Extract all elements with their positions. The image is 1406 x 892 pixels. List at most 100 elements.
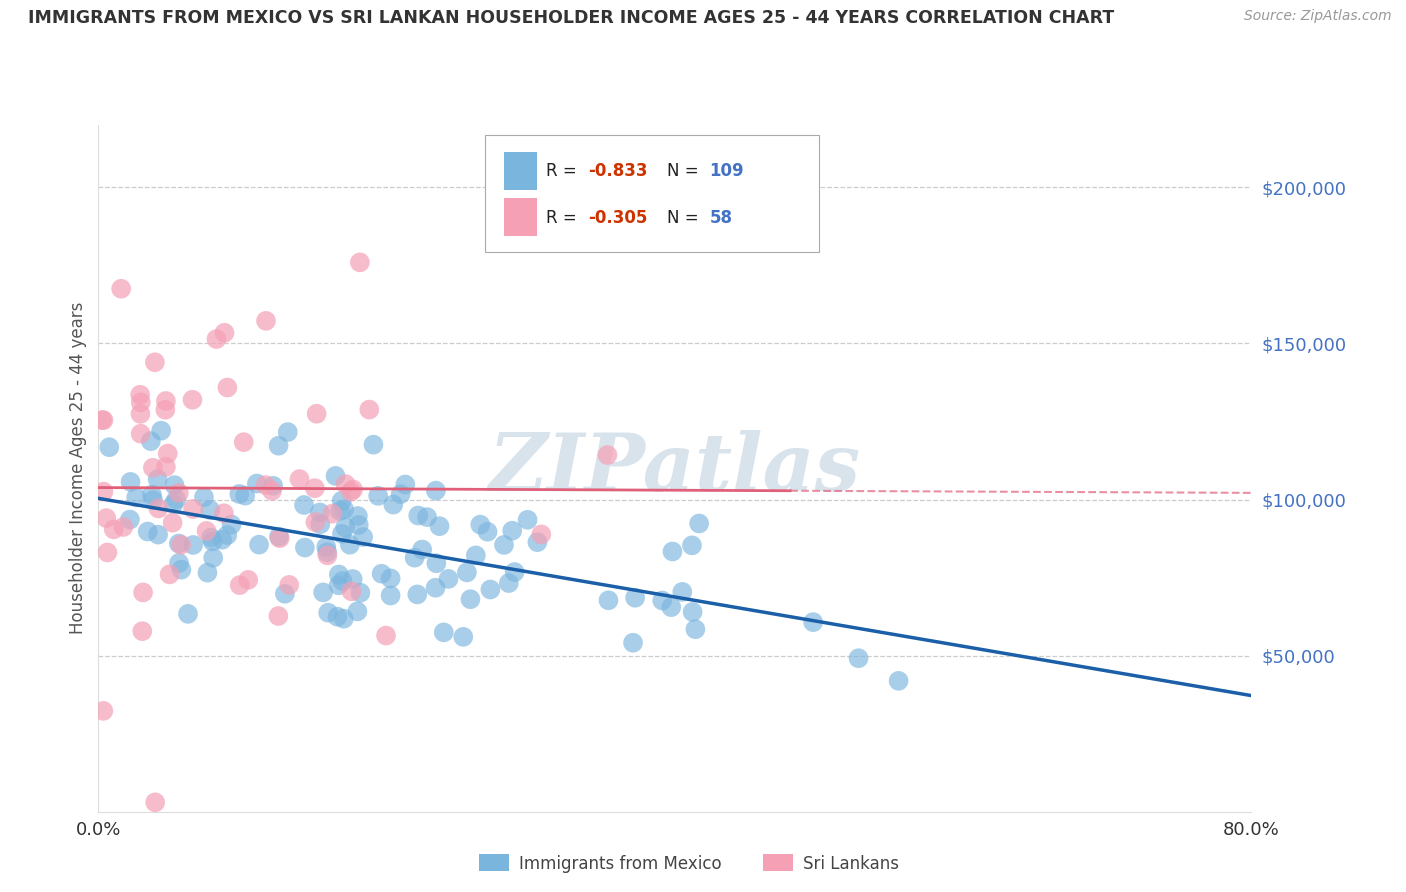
Point [294,541,316,555]
Point [349,585,371,599]
Point [142,460,165,475]
Point [315,540,337,554]
Text: ZIPatlas: ZIPatlas [489,430,860,507]
Point [380,571,402,585]
Point [246,476,269,491]
Point [96,511,118,525]
Point [238,573,260,587]
Point [370,566,392,581]
Point [221,517,243,532]
Point [425,483,447,498]
Point [389,487,412,501]
Point [201,534,224,549]
Point [228,487,250,501]
Point [120,475,142,489]
Point [214,326,236,340]
Point [326,609,349,624]
Point [167,556,190,570]
Point [406,587,429,601]
Point [501,524,523,538]
Point [155,459,177,474]
Point [143,355,166,369]
Point [129,426,152,441]
Point [91,704,114,718]
Point [110,282,132,296]
Point [165,492,187,507]
Point [503,565,526,579]
Point [661,544,683,558]
Point [288,472,311,486]
Point [118,512,141,526]
Point [103,522,125,536]
Point [181,538,204,552]
Point [167,486,190,500]
Point [685,622,707,636]
Point [411,542,433,557]
Point [229,578,252,592]
Point [247,538,270,552]
Point [429,519,451,533]
Point [329,504,352,518]
Point [848,651,870,665]
Point [136,524,159,539]
Point [96,545,118,559]
Text: N =: N = [666,209,703,227]
Point [269,531,291,545]
Point [278,578,301,592]
Point [211,533,233,547]
Point [340,584,363,599]
Point [91,413,114,427]
Point [328,567,350,582]
Point [325,469,347,483]
Point [335,477,357,491]
Point [624,591,647,605]
Point [143,796,166,810]
Point [309,517,332,532]
Point [277,425,299,439]
Point [139,434,162,449]
Point [659,600,682,615]
Text: 109: 109 [710,162,744,180]
Point [148,501,170,516]
Point [460,592,482,607]
Point [451,630,474,644]
Point [416,510,439,524]
Point [887,673,910,688]
Point [292,498,315,512]
Point [688,516,710,531]
Point [498,576,520,591]
Point [155,402,177,417]
Point [330,526,353,541]
Point [93,484,115,499]
Point [305,407,328,421]
Point [274,587,297,601]
Point [342,572,364,586]
Point [332,574,354,588]
Point [217,528,239,542]
Point [335,520,357,534]
Y-axis label: Householder Income Ages 25 - 44 years: Householder Income Ages 25 - 44 years [69,302,87,634]
Point [131,624,153,639]
Point [316,606,339,620]
Point [340,484,363,499]
Bar [505,198,537,236]
Point [262,479,284,493]
Point [681,538,703,552]
Point [621,636,644,650]
Point [304,481,326,495]
Point [98,440,121,454]
Point [312,585,335,599]
Point [200,531,222,545]
Point [479,582,502,597]
Legend: Immigrants from Mexico, Sri Lankans: Immigrants from Mexico, Sri Lankans [472,847,905,880]
Point [141,488,163,502]
Point [671,585,693,599]
Point [470,517,492,532]
Point [181,392,204,407]
Point [404,550,426,565]
Point [492,538,515,552]
Point [267,439,290,453]
Point [112,520,135,534]
Text: -0.833: -0.833 [588,162,648,180]
Point [347,517,370,532]
